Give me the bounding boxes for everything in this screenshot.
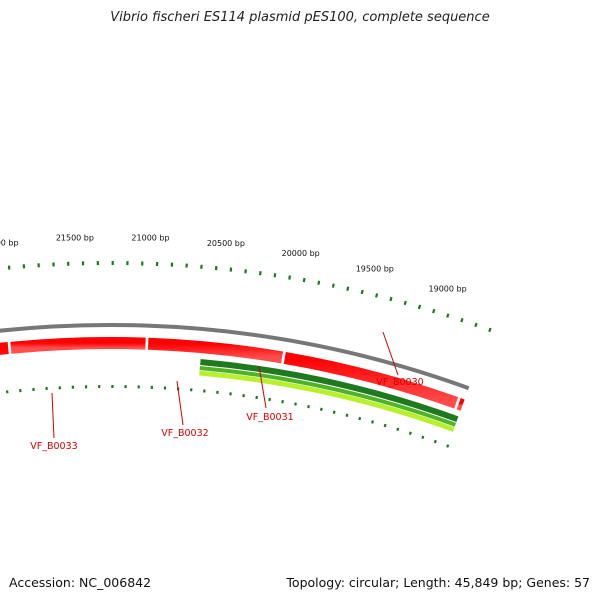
feature-track-0[interactable] xyxy=(200,359,459,423)
gene-leader-0 xyxy=(382,331,399,376)
scale-label-4: 21000 bp xyxy=(131,234,169,243)
forward-gene-3[interactable] xyxy=(283,351,459,409)
inner-tick-13 xyxy=(281,399,284,404)
forward-gene-1[interactable] xyxy=(10,337,146,354)
backbone-ring xyxy=(0,323,470,391)
inner-tick-9 xyxy=(332,410,336,414)
gene-leader-3 xyxy=(51,392,55,439)
gene-label-1[interactable]: VF_B0031 xyxy=(246,412,293,423)
gene-label-0[interactable]: VF_B0030 xyxy=(376,377,423,388)
forward-gene-0[interactable] xyxy=(0,342,9,384)
outer-scale-ticks xyxy=(7,261,492,333)
inner-tick-10 xyxy=(319,407,323,412)
outer-tick-10 xyxy=(346,286,350,291)
inner-tick-12 xyxy=(294,402,297,406)
accession-label: Accession: NC_006842 xyxy=(9,575,152,590)
scale-labels: 19000 bp 19500 bp 20000 bp 20500 bp 21000 bp… xyxy=(0,234,467,294)
feature-track-1[interactable] xyxy=(199,366,457,427)
outer-tick-11 xyxy=(331,283,335,288)
outer-tick-4 xyxy=(432,308,436,314)
forward-gene-4[interactable] xyxy=(456,398,465,411)
inner-tick-6 xyxy=(371,420,374,424)
scale-label-3: 20500 bp xyxy=(207,239,245,248)
scale-label-2: 20000 bp xyxy=(282,249,320,258)
forward-genes-track xyxy=(0,337,465,411)
outer-tick-5 xyxy=(417,304,422,310)
outer-tick-7 xyxy=(389,296,393,302)
forward-gene-2[interactable] xyxy=(147,337,284,364)
scale-label-5: 21500 bp xyxy=(56,234,94,243)
inner-tick-15 xyxy=(255,395,258,400)
gene-labels: VF_B0030 VF_B0031 VF_B0032 VF_B0033 xyxy=(30,331,424,452)
map-title: Vibrio fischeri ES114 plasmid pES100, co… xyxy=(110,10,490,25)
gene-label-2[interactable]: VF_B0032 xyxy=(161,428,208,439)
feature-track-2[interactable] xyxy=(199,370,455,432)
inner-tick-14 xyxy=(268,397,271,402)
gene-label-3[interactable]: VF_B0033 xyxy=(30,441,77,452)
outer-tick-0 xyxy=(488,327,492,333)
outer-tick-9 xyxy=(360,289,364,295)
scale-label-6: 22000 bp xyxy=(0,238,19,247)
inner-tick-1 xyxy=(433,439,437,444)
inner-tick-3 xyxy=(408,431,412,436)
inner-tick-11 xyxy=(307,404,310,409)
gene-leader-2 xyxy=(176,380,184,426)
inner-tick-0 xyxy=(446,444,450,448)
inner-tick-5 xyxy=(383,423,387,428)
outer-tick-6 xyxy=(403,300,407,306)
inner-scale-ticks xyxy=(6,385,450,448)
scale-label-0: 19000 bp xyxy=(429,284,467,293)
feature-tracks xyxy=(199,359,459,432)
outer-tick-14 xyxy=(288,275,291,280)
topology-summary: Topology: circular; Length: 45,849 bp; G… xyxy=(286,575,590,590)
outer-tick-12 xyxy=(317,280,321,285)
scale-label-1: 19500 bp xyxy=(356,264,394,273)
outer-tick-2 xyxy=(460,317,464,323)
backbone-line xyxy=(0,323,470,391)
inner-tick-8 xyxy=(345,413,349,418)
outer-tick-15 xyxy=(273,273,277,278)
gene-leader-1 xyxy=(258,365,267,409)
outer-tick-16 xyxy=(258,271,262,276)
inner-tick-7 xyxy=(358,416,362,421)
inner-tick-2 xyxy=(421,435,425,440)
outer-tick-8 xyxy=(375,293,379,298)
inner-tick-4 xyxy=(396,427,400,432)
outer-tick-3 xyxy=(446,313,450,318)
outer-tick-1 xyxy=(474,322,478,328)
outer-tick-13 xyxy=(302,277,306,283)
